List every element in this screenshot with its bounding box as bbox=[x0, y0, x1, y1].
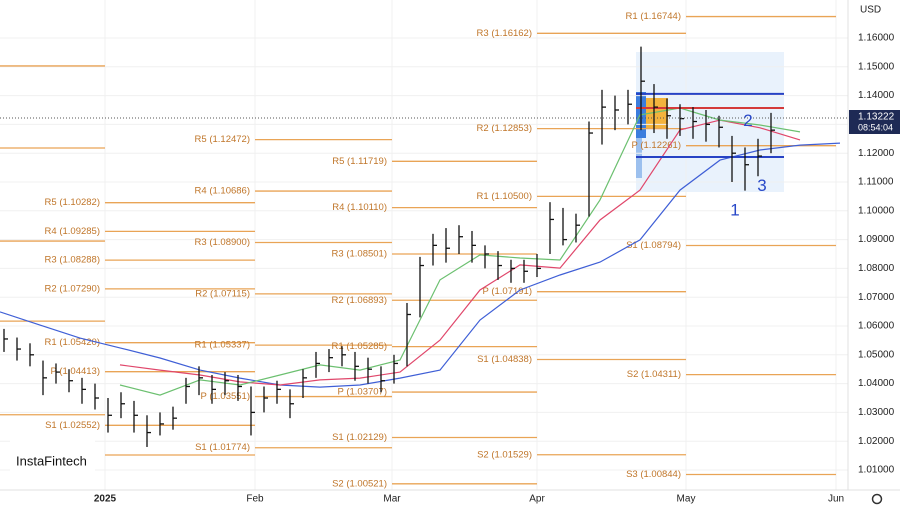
pivot-label: S3 (1.00844) bbox=[626, 469, 681, 480]
pivot-label: R1 (1.16744) bbox=[626, 11, 681, 22]
pivot-label: R4 (1.09285) bbox=[45, 226, 100, 237]
pivot-label: R4 (1.10110) bbox=[332, 202, 387, 213]
y-tick-label: 1.03000 bbox=[858, 407, 895, 418]
pivot-label: R2 (1.07115) bbox=[195, 288, 250, 299]
pivot-label: R1 (1.05285) bbox=[332, 341, 387, 352]
moving-average bbox=[119, 119, 801, 386]
wave-label: 2 bbox=[743, 111, 752, 130]
x-tick-label: Jun bbox=[828, 494, 844, 505]
profile-tail bbox=[636, 138, 642, 178]
moving-average bbox=[0, 142, 841, 388]
y-tick-label: 1.11000 bbox=[858, 177, 894, 188]
y-tick-label: 1.15000 bbox=[858, 61, 895, 72]
pivot-label: R3 (1.08288) bbox=[45, 255, 100, 266]
y-tick-label: 1.09000 bbox=[858, 234, 895, 245]
pivot-label: R1 (1.05420) bbox=[45, 337, 100, 348]
pivot-label: R5 (1.11719) bbox=[332, 156, 387, 167]
y-tick-label: 1.12000 bbox=[858, 148, 895, 159]
pivot-label: S2 (1.01529) bbox=[477, 449, 532, 460]
pivot-label: R3 (1.08900) bbox=[195, 237, 250, 248]
wave-label: 1 bbox=[730, 200, 739, 219]
current-price-box bbox=[849, 109, 900, 134]
pivot-label: P (1.07191) bbox=[483, 286, 532, 297]
y-tick-label: 1.10000 bbox=[858, 205, 895, 216]
x-tick-label: Apr bbox=[529, 494, 545, 505]
x-tick-label: Feb bbox=[246, 494, 264, 505]
logo-box bbox=[10, 440, 95, 484]
settings-icon[interactable] bbox=[871, 493, 883, 505]
current-price-label: 1.13222 bbox=[858, 112, 895, 123]
x-tick-label: Mar bbox=[383, 494, 401, 505]
pivot-label: S1 (1.04838) bbox=[477, 354, 532, 365]
pivot-label: R1 (1.05337) bbox=[195, 340, 250, 351]
pivot-label: R4 (1.10686) bbox=[195, 186, 250, 197]
pivot-label: S1 (1.02129) bbox=[332, 432, 387, 443]
y-tick-label: 1.07000 bbox=[858, 292, 895, 303]
x-tick-label: May bbox=[677, 494, 696, 505]
y-tick-label: 1.01000 bbox=[858, 465, 895, 476]
profile-value-area bbox=[646, 98, 668, 128]
pivot-label: S1 (1.08794) bbox=[626, 240, 681, 251]
pivot-label: S2 (1.04311) bbox=[627, 369, 681, 380]
y-tick-label: 1.06000 bbox=[858, 321, 895, 332]
pivot-label: R5 (1.10282) bbox=[45, 197, 100, 208]
pivot-label: R2 (1.06893) bbox=[332, 295, 387, 306]
pivot-label: R3 (1.08501) bbox=[332, 248, 387, 259]
y-tick-label: 1.02000 bbox=[858, 436, 895, 447]
y-tick-label: 1.16000 bbox=[858, 33, 895, 44]
pivot-label: R2 (1.07290) bbox=[45, 283, 100, 294]
pivot-label: S1 (1.01774) bbox=[195, 442, 250, 453]
pivot-label: R3 (1.16162) bbox=[477, 28, 532, 39]
pivot-label: R5 (1.12472) bbox=[195, 134, 250, 145]
pivot-label: P (1.12261) bbox=[632, 140, 681, 151]
y-tick-label: 1.08000 bbox=[858, 263, 895, 274]
wave-label: 3 bbox=[757, 176, 766, 195]
moving-average bbox=[119, 107, 801, 396]
currency[interactable]: USD bbox=[860, 5, 881, 16]
y-tick-label: 1.14000 bbox=[858, 90, 895, 101]
pivot-label: R2 (1.12853) bbox=[477, 123, 532, 134]
pivot-label: P (1.04413) bbox=[51, 366, 100, 377]
pivot-label: R1 (1.10500) bbox=[477, 191, 532, 202]
countdown: 08:54:04 bbox=[858, 122, 893, 132]
y-tick-label: 1.04000 bbox=[858, 378, 895, 389]
pivot-label: S2 (1.00521) bbox=[332, 478, 387, 489]
pivot-label: S1 (1.02552) bbox=[45, 420, 100, 431]
logo: InstaFintech bbox=[16, 453, 87, 468]
pivot-label: P (1.03551) bbox=[201, 391, 250, 402]
x-tick-label: 2025 bbox=[94, 494, 117, 505]
y-tick-label: 1.05000 bbox=[858, 349, 895, 360]
pivot-label: P (1.03707) bbox=[338, 387, 387, 398]
